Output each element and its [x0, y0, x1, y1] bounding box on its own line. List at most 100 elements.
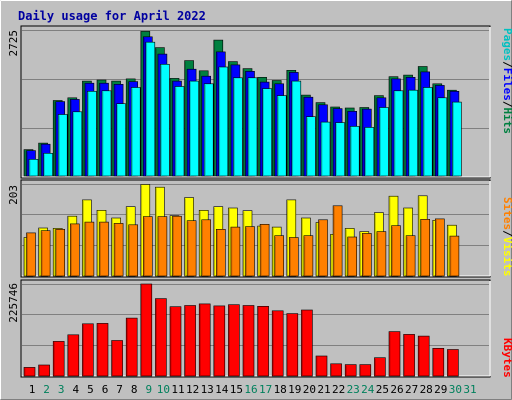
bar-pages-day-12 — [189, 80, 199, 177]
bar-kbytes-day-30 — [447, 349, 459, 377]
bar-sites-day-29 — [434, 218, 445, 277]
bar-pages-day-8 — [130, 87, 141, 177]
bar-kbytes-day-14 — [213, 305, 226, 377]
bar-kbytes-day-8 — [125, 317, 138, 377]
bar-sites-day-19 — [288, 237, 299, 277]
bar-kbytes-day-7 — [111, 340, 123, 377]
bar-pages-day-11 — [174, 86, 185, 177]
bar-pages-day-3 — [57, 114, 68, 177]
bar-sites-day-18 — [274, 235, 285, 277]
y-max-label-kbytes: 225746 — [7, 283, 20, 323]
bar-sites-day-13 — [201, 219, 211, 277]
x-label-day-22: 22 — [332, 383, 345, 396]
bar-sites-day-2 — [40, 230, 51, 277]
bar-kbytes-day-20 — [301, 309, 313, 377]
bar-sites-day-30 — [449, 235, 460, 277]
bar-pages-day-4 — [72, 111, 83, 177]
bar-pages-day-9 — [145, 41, 156, 177]
x-label-day-17: 17 — [259, 383, 272, 396]
bar-kbytes-day-15 — [228, 304, 240, 377]
chart-title: Daily usage for April 2022 — [18, 9, 206, 23]
bar-pages-day-30 — [452, 101, 462, 177]
bar-sites-day-21 — [318, 219, 328, 277]
bar-pages-day-7 — [116, 103, 126, 177]
bar-pages-day-16 — [247, 77, 258, 177]
bar-sites-day-8 — [128, 224, 138, 277]
bar-pages-day-22 — [335, 122, 345, 177]
bar-sites-day-12 — [186, 220, 197, 277]
bar-pages-day-14 — [218, 66, 229, 177]
bar-pages-day-29 — [437, 97, 448, 177]
bar-kbytes-day-24 — [359, 364, 372, 377]
x-label-day-7: 7 — [116, 383, 123, 396]
bar-kbytes-day-25 — [374, 357, 386, 377]
bar-kbytes-day-21 — [315, 355, 328, 377]
hits-files-pages-panel: 2725 — [7, 25, 491, 179]
bar-sites-day-7 — [113, 223, 124, 277]
bar-sites-day-27 — [405, 235, 416, 277]
x-label-day-28: 28 — [420, 383, 433, 396]
y-max-label-hits: 2725 — [7, 30, 20, 57]
x-label-day-21: 21 — [317, 383, 330, 396]
x-label-day-23: 23 — [347, 383, 360, 396]
bar-pages-day-26 — [393, 90, 404, 177]
x-label-day-16: 16 — [244, 383, 257, 396]
x-label-day-10: 10 — [157, 383, 170, 396]
bar-sites-day-10 — [157, 216, 168, 277]
x-label-day-8: 8 — [131, 383, 138, 396]
bar-pages-day-24 — [364, 127, 375, 177]
bar-sites-day-22 — [332, 205, 343, 277]
x-label-day-6: 6 — [102, 383, 109, 396]
x-label-day-13: 13 — [201, 383, 214, 396]
x-axis-day-labels: 1 2 3 4 5 6 7 8 9 10 11 12 13 14 15 16 17 18 19 20 21 22 23 24 2… — [29, 383, 477, 396]
bar-kbytes-day-19 — [286, 313, 299, 377]
legend-pages-files-hits: Pages/Files/Hits — [501, 28, 512, 134]
bar-sites-day-25 — [376, 231, 387, 277]
x-label-day-2: 2 — [43, 383, 50, 396]
bar-kbytes-day-5 — [82, 323, 94, 377]
bar-sites-day-14 — [216, 229, 226, 277]
bar-kbytes-day-13 — [198, 303, 211, 377]
bar-kbytes-day-9 — [140, 283, 153, 377]
bar-sites-day-16 — [245, 226, 255, 277]
bar-kbytes-day-11 — [169, 306, 182, 377]
bar-kbytes-day-2 — [38, 364, 50, 377]
bar-pages-day-13 — [203, 83, 214, 177]
bar-kbytes-day-16 — [242, 305, 255, 377]
bar-pages-day-27 — [408, 89, 418, 177]
bar-kbytes-day-17 — [257, 305, 269, 377]
x-label-day-1: 1 — [29, 383, 36, 396]
bar-kbytes-day-22 — [330, 363, 342, 377]
bar-kbytes-day-1 — [23, 367, 36, 377]
x-label-day-29: 29 — [434, 383, 447, 396]
bar-pages-day-10 — [160, 64, 170, 177]
bar-pages-day-5 — [87, 91, 97, 177]
legend-sites-visits: Sites/Visits — [501, 197, 512, 277]
bar-sites-day-26 — [391, 225, 401, 277]
bar-sites-day-11 — [172, 215, 182, 277]
bar-pages-day-15 — [233, 77, 243, 177]
bar-kbytes-day-23 — [344, 364, 357, 377]
bar-pages-day-21 — [320, 121, 331, 177]
bar-kbytes-day-27 — [403, 334, 415, 377]
x-label-day-20: 20 — [303, 383, 316, 396]
x-label-day-12: 12 — [186, 383, 199, 396]
x-label-day-9: 9 — [145, 383, 152, 396]
bar-kbytes-day-26 — [388, 331, 401, 377]
x-label-day-24: 24 — [361, 383, 375, 396]
bar-sites-day-20 — [303, 235, 314, 277]
x-label-day-5: 5 — [87, 383, 94, 396]
bar-sites-day-3 — [55, 229, 66, 277]
x-label-day-18: 18 — [274, 383, 287, 396]
x-label-day-30: 30 — [449, 383, 462, 396]
x-label-day-3: 3 — [58, 383, 65, 396]
bar-kbytes-day-18 — [271, 310, 284, 377]
bar-sites-day-9 — [143, 216, 153, 277]
x-label-day-4: 4 — [72, 383, 79, 396]
bar-kbytes-day-10 — [155, 298, 167, 377]
bar-sites-day-6 — [99, 221, 109, 277]
bar-pages-day-18 — [276, 95, 287, 177]
legend-kbytes: KBytes — [501, 338, 512, 378]
bar-kbytes-day-29 — [432, 347, 445, 377]
x-label-day-27: 27 — [405, 383, 418, 396]
